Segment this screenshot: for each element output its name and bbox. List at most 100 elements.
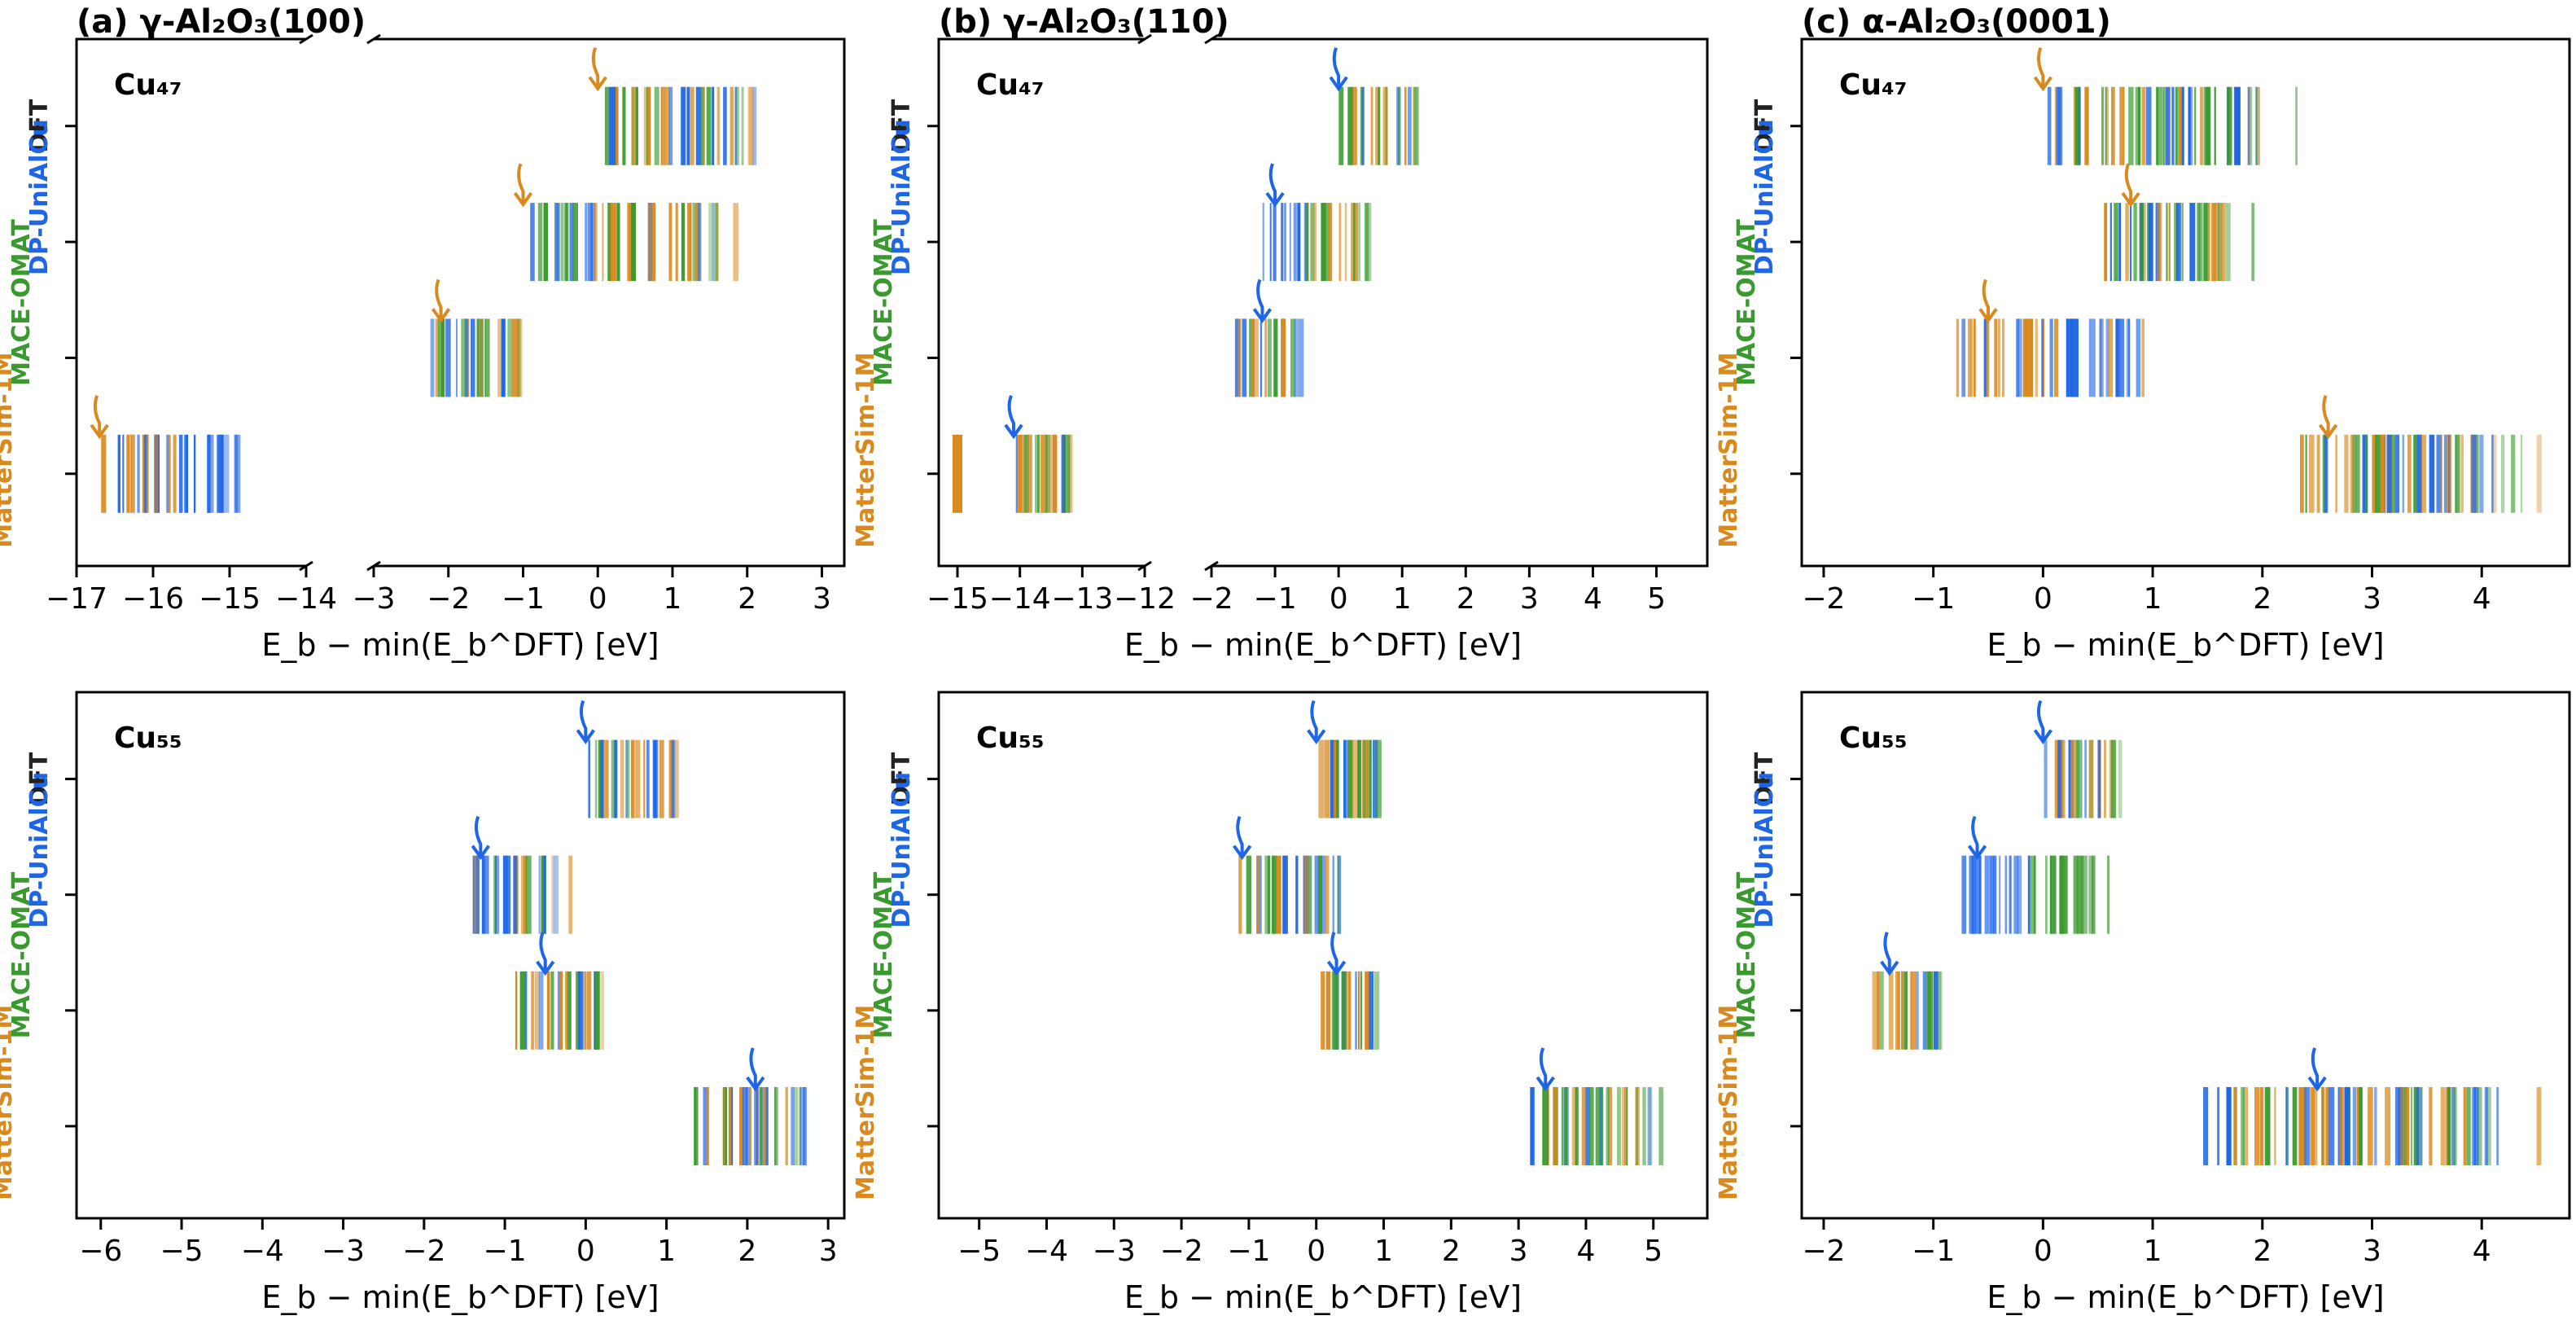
data-line xyxy=(754,1086,760,1165)
data-line xyxy=(588,739,590,818)
data-line xyxy=(569,203,574,282)
marker-arrow-shaft xyxy=(1883,932,1891,972)
panel-title: (a) γ-Al₂O₃(100) xyxy=(77,3,366,41)
data-line xyxy=(2166,203,2168,282)
data-line xyxy=(1282,855,1288,934)
data-line xyxy=(1348,971,1352,1050)
data-line xyxy=(611,739,616,818)
data-line xyxy=(122,434,125,513)
band-mattersim-1m xyxy=(2203,1047,2542,1165)
data-line xyxy=(1310,203,1315,282)
data-line xyxy=(2374,434,2377,513)
data-line xyxy=(2105,86,2108,165)
x-tick-label: −2 xyxy=(1802,582,1845,616)
data-line xyxy=(2214,203,2219,282)
data-line xyxy=(1971,855,1977,934)
data-line xyxy=(774,1086,778,1165)
band-dft xyxy=(588,47,757,165)
data-line xyxy=(2016,318,2020,397)
data-line xyxy=(703,1086,709,1165)
data-line xyxy=(2197,203,2201,282)
data-line xyxy=(2369,1086,2373,1165)
data-line xyxy=(2410,1086,2413,1165)
data-line xyxy=(1342,971,1347,1050)
data-line xyxy=(1338,203,1342,282)
data-line xyxy=(1024,434,1030,513)
x-tick-label: 4 xyxy=(2473,582,2491,616)
data-line xyxy=(652,203,656,282)
data-line xyxy=(1999,855,2001,934)
data-line xyxy=(1581,1086,1586,1165)
data-line xyxy=(576,971,579,1050)
data-line xyxy=(2292,1086,2298,1165)
data-line xyxy=(627,739,630,818)
data-line xyxy=(2107,855,2109,934)
row-label-mace-omat: MACE-OMAT xyxy=(7,219,36,386)
data-line xyxy=(2406,1086,2410,1165)
data-line xyxy=(668,203,672,282)
data-line xyxy=(2479,434,2484,513)
data-line xyxy=(2053,855,2057,934)
marker-arrow-head xyxy=(1004,423,1023,440)
data-line-outlier xyxy=(953,434,962,513)
data-line xyxy=(2416,1086,2422,1165)
data-line xyxy=(2255,86,2258,165)
marker-arrow-head xyxy=(90,423,109,440)
data-line xyxy=(739,1086,744,1165)
data-line xyxy=(2156,203,2162,282)
x-tick-label: 1 xyxy=(1374,1235,1393,1268)
data-line xyxy=(1879,971,1884,1050)
data-line xyxy=(1530,1086,1535,1165)
data-line xyxy=(2075,739,2080,818)
data-line xyxy=(2211,203,2216,282)
data-line xyxy=(694,203,697,282)
data-line xyxy=(2429,434,2435,513)
data-line xyxy=(653,739,657,818)
row-label-mattersim-1m: MatterSim-1M xyxy=(0,1005,18,1200)
marker-arrow-head xyxy=(576,729,595,745)
data-line xyxy=(1351,203,1355,282)
band-mace-omat xyxy=(1321,932,1380,1050)
data-line xyxy=(2416,434,2422,513)
x-axis-label: E_b − min(E_b^DFT) [eV] xyxy=(1124,627,1522,663)
data-line xyxy=(559,971,563,1050)
data-line xyxy=(2135,86,2140,165)
marker-arrow-shaft xyxy=(1539,1047,1548,1087)
data-line xyxy=(587,203,594,282)
data-line xyxy=(2367,1086,2370,1165)
marker-arrow-shaft xyxy=(93,395,102,435)
data-line xyxy=(2027,855,2031,934)
data-line xyxy=(1289,203,1291,282)
band-mattersim-1m xyxy=(694,1047,807,1165)
marker-arrow-shaft xyxy=(435,279,443,319)
data-line xyxy=(1385,86,1388,165)
data-line xyxy=(676,203,678,282)
data-line xyxy=(1015,434,1019,513)
data-line xyxy=(2057,739,2063,818)
marker-arrow-shaft xyxy=(1268,163,1277,204)
cluster-label: Cu₅₅ xyxy=(976,722,1045,755)
data-line xyxy=(1983,318,1987,397)
data-line xyxy=(2148,203,2153,282)
x-tick-label: 1 xyxy=(664,582,682,616)
data-line xyxy=(734,86,739,165)
data-line xyxy=(2485,1086,2489,1165)
data-line xyxy=(594,971,599,1050)
data-line xyxy=(1352,739,1357,818)
data-line xyxy=(586,971,592,1050)
data-line xyxy=(544,203,549,282)
data-line xyxy=(1404,86,1407,165)
data-line xyxy=(752,86,757,165)
x-tick-label: −1 xyxy=(1254,582,1297,616)
data-line xyxy=(681,203,686,282)
data-line xyxy=(675,739,679,818)
row-label-mace-omat: MACE-OMAT xyxy=(870,871,898,1038)
data-line xyxy=(1325,203,1330,282)
data-line xyxy=(437,318,443,397)
data-line xyxy=(2300,434,2304,513)
data-line xyxy=(1249,318,1252,397)
data-line xyxy=(126,434,130,513)
data-line xyxy=(1934,971,1939,1050)
data-line xyxy=(1242,318,1247,397)
